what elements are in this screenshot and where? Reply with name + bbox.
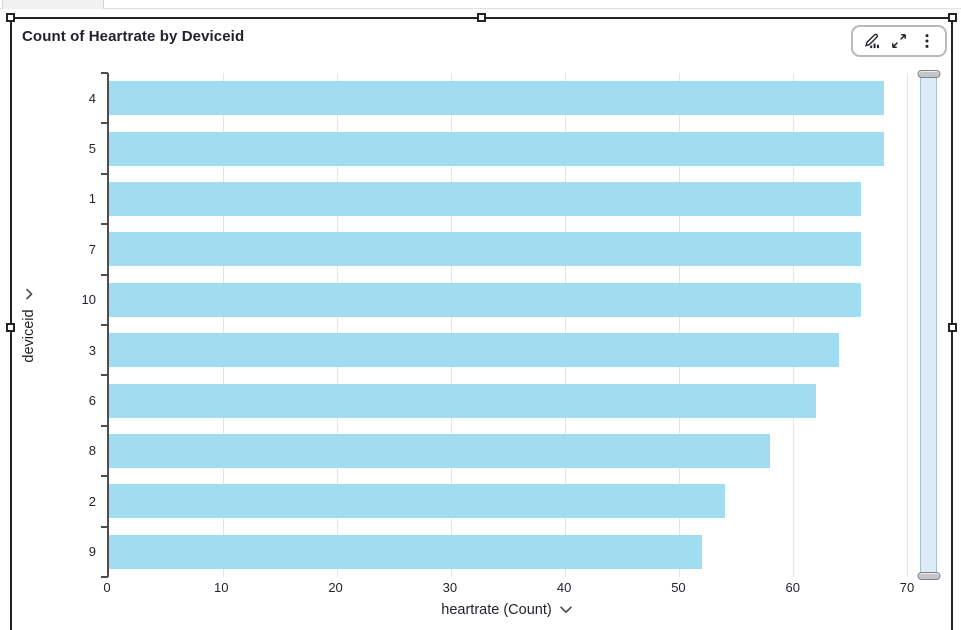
y-axis-tick xyxy=(101,576,108,578)
x-tick-label: 20 xyxy=(328,580,343,595)
y-category-label: 8 xyxy=(88,443,96,459)
bar-band xyxy=(109,174,907,224)
edit-visual-button[interactable] xyxy=(858,28,884,54)
bar[interactable] xyxy=(109,433,771,468)
gridline xyxy=(451,73,452,577)
resize-handle-top-center[interactable] xyxy=(476,12,486,22)
bar[interactable] xyxy=(109,232,862,267)
kebab-menu-icon xyxy=(925,34,929,48)
resize-handle-mid-left[interactable] xyxy=(5,322,15,332)
visual-title: Count of Heartrate by Deviceid xyxy=(22,28,245,45)
y-axis-title-label: deviceid xyxy=(21,309,37,363)
y-axis-title[interactable]: deviceid xyxy=(21,287,37,363)
y-category-label: 7 xyxy=(88,241,96,257)
bar[interactable] xyxy=(109,484,725,519)
x-axis-title-label: heartrate (Count) xyxy=(441,602,552,618)
x-tick-label: 30 xyxy=(442,580,458,595)
y-category-label: 5 xyxy=(88,141,96,157)
gridline xyxy=(679,73,680,577)
bar-band xyxy=(109,275,907,325)
x-tick-label: 10 xyxy=(214,580,229,595)
bar[interactable] xyxy=(109,81,885,116)
y-axis-labels: 4 5 1 7 10 3 6 8 2 9 xyxy=(52,73,96,577)
gridline xyxy=(337,73,338,577)
y-axis-tick xyxy=(101,374,108,377)
y-axis-tick xyxy=(101,475,108,478)
y-axis-tick xyxy=(101,424,108,427)
expand-diagonal-icon xyxy=(892,34,906,48)
visual-card[interactable]: Count of Heartrate by Deviceid xyxy=(10,17,953,630)
y-category-label: 2 xyxy=(88,493,96,509)
maximize-button[interactable] xyxy=(886,28,912,54)
y-category-label: 3 xyxy=(88,342,96,358)
y-axis-tick xyxy=(101,223,108,226)
resize-handle-top-right[interactable] xyxy=(947,12,957,22)
bar-band xyxy=(109,527,907,577)
visual-toolbar xyxy=(851,25,947,57)
y-axis-tick xyxy=(101,72,108,74)
y-category-label: 1 xyxy=(88,191,96,207)
y-axis-tick xyxy=(101,273,108,276)
scrollbar-handle-top[interactable] xyxy=(917,70,940,78)
bar-band xyxy=(109,375,907,425)
chevron-down-icon xyxy=(25,288,33,300)
x-tick-label: 50 xyxy=(671,580,686,595)
bar-band xyxy=(109,476,907,526)
gridline xyxy=(565,73,566,577)
gridline xyxy=(793,73,794,577)
resize-handle-mid-right[interactable] xyxy=(947,322,957,332)
bar[interactable] xyxy=(109,333,839,368)
x-tick-label: 60 xyxy=(785,580,800,595)
pencil-chart-icon xyxy=(864,33,879,48)
x-tick-label: 0 xyxy=(103,580,111,595)
y-axis-tick xyxy=(101,172,108,175)
bar-band xyxy=(109,325,907,375)
bar-band xyxy=(109,426,907,476)
bar[interactable] xyxy=(109,534,702,569)
scrollbar-handle-bottom[interactable] xyxy=(917,572,940,580)
gridline xyxy=(907,73,908,577)
y-category-label: 10 xyxy=(81,292,96,308)
bar[interactable] xyxy=(109,181,862,216)
resize-handle-top-left[interactable] xyxy=(5,12,15,22)
sheet-tab-bar xyxy=(0,0,961,9)
plot-area xyxy=(101,72,908,578)
chevron-down-icon xyxy=(559,606,572,614)
y-axis-tick xyxy=(101,324,108,326)
y-axis-tick xyxy=(101,122,108,125)
x-tick-label: 40 xyxy=(556,580,572,595)
gridline xyxy=(223,73,224,577)
bar[interactable] xyxy=(109,383,816,418)
y-category-label: 4 xyxy=(88,90,96,106)
menu-button[interactable] xyxy=(914,28,940,54)
sheet-tab[interactable] xyxy=(2,0,104,9)
x-axis-labels: 0 10 20 30 40 50 60 70 xyxy=(103,580,914,596)
bar-band xyxy=(109,224,907,274)
bar-band xyxy=(109,123,907,173)
y-category-label: 6 xyxy=(88,393,96,409)
y-axis-tick xyxy=(101,525,108,528)
x-axis-title[interactable]: heartrate (Count) xyxy=(107,602,907,618)
bar-band xyxy=(109,73,907,123)
chart-zoom-scrollbar[interactable] xyxy=(917,70,940,580)
x-tick-label: 70 xyxy=(899,580,915,595)
bar[interactable] xyxy=(109,131,885,166)
y-category-label: 9 xyxy=(88,544,96,560)
bar[interactable] xyxy=(109,282,862,317)
